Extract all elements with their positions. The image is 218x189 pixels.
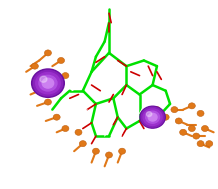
- Circle shape: [33, 70, 63, 96]
- Circle shape: [62, 125, 69, 132]
- Circle shape: [42, 78, 54, 88]
- Circle shape: [119, 148, 126, 154]
- Circle shape: [206, 141, 213, 147]
- Circle shape: [31, 63, 38, 69]
- Circle shape: [171, 107, 178, 113]
- Circle shape: [143, 109, 162, 125]
- Circle shape: [201, 125, 208, 132]
- Circle shape: [162, 114, 169, 120]
- Circle shape: [92, 148, 99, 154]
- Circle shape: [36, 73, 60, 94]
- Circle shape: [175, 118, 182, 124]
- Circle shape: [79, 141, 86, 147]
- Circle shape: [146, 111, 160, 123]
- Circle shape: [53, 114, 60, 120]
- Circle shape: [75, 129, 82, 135]
- Circle shape: [40, 76, 47, 82]
- Circle shape: [146, 112, 152, 117]
- Circle shape: [180, 129, 187, 135]
- Circle shape: [188, 103, 195, 109]
- Circle shape: [44, 50, 51, 56]
- Circle shape: [197, 110, 204, 116]
- Circle shape: [188, 125, 195, 132]
- Circle shape: [197, 141, 204, 147]
- Circle shape: [193, 133, 200, 139]
- Circle shape: [44, 99, 51, 105]
- Circle shape: [153, 107, 160, 113]
- Circle shape: [106, 152, 112, 158]
- Circle shape: [140, 106, 165, 128]
- Circle shape: [141, 107, 164, 127]
- Circle shape: [62, 73, 69, 79]
- Circle shape: [58, 57, 65, 64]
- Circle shape: [36, 88, 43, 94]
- Circle shape: [148, 113, 157, 121]
- Circle shape: [32, 69, 64, 97]
- Circle shape: [39, 75, 57, 91]
- Circle shape: [40, 73, 47, 79]
